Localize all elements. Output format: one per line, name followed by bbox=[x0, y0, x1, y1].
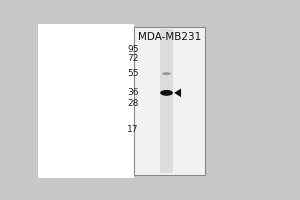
Text: 36: 36 bbox=[127, 88, 139, 97]
Text: MDA-MB231: MDA-MB231 bbox=[138, 32, 201, 42]
Bar bbox=[38, 24, 134, 178]
Bar bbox=[205, 24, 270, 178]
Text: 55: 55 bbox=[127, 69, 139, 78]
Bar bbox=[134, 27, 205, 175]
Text: 95: 95 bbox=[127, 45, 139, 54]
Ellipse shape bbox=[160, 90, 173, 96]
Ellipse shape bbox=[162, 72, 171, 75]
Bar bbox=[160, 29, 173, 173]
Text: 28: 28 bbox=[127, 99, 139, 108]
Text: 17: 17 bbox=[127, 125, 139, 134]
Text: 72: 72 bbox=[127, 54, 139, 63]
Polygon shape bbox=[174, 89, 181, 97]
